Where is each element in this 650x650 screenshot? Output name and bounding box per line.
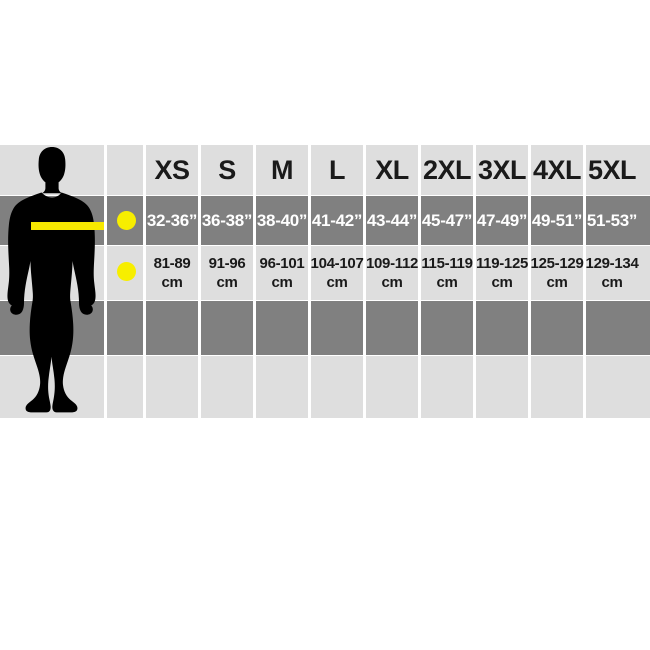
cell-cm-xl: 109-112 cm	[366, 246, 418, 300]
table-header-m: M	[271, 154, 294, 185]
cell-inches-s: 36-38”	[201, 210, 253, 230]
filler-row-band-1	[0, 301, 650, 355]
column-separator	[528, 145, 531, 418]
table-header-2xl: 2XL	[422, 154, 472, 185]
table-header-s: S	[218, 154, 236, 185]
column-separator	[583, 145, 586, 418]
cell-cm-3xl-value: 119-125	[475, 254, 529, 272]
table-header-l: L	[329, 154, 346, 185]
cell-cm-4xl-value: 125-129	[530, 254, 584, 272]
cell-inches-m: 38-40”	[256, 210, 308, 230]
size-table: XS S M L XL 2XL 3XL 4XL 5XL 32-36” 36-38…	[0, 145, 650, 418]
male-body-silhouette-icon	[7, 147, 96, 413]
cell-inches-4xl: 49-51”	[531, 210, 583, 230]
column-separator	[143, 145, 146, 418]
cell-inches-5xl: 51-53”	[586, 210, 638, 230]
cell-inches-l: 41-42”	[311, 210, 363, 230]
cell-cm-xs-value: 81-89	[153, 254, 191, 272]
cell-inches-2xl: 45-47”	[421, 210, 473, 230]
cell-cm-5xl-value: 129-134	[585, 254, 639, 272]
cell-cm-2xl: 115-119 cm	[421, 246, 473, 300]
cell-inches-xs: 32-36”	[146, 210, 198, 230]
cm-row-band	[0, 246, 650, 300]
column-separator	[308, 145, 311, 418]
cell-cm-4xl-unit: cm	[546, 273, 568, 291]
column-separator	[198, 145, 201, 418]
table-header-xs: XS	[154, 154, 190, 185]
header-row-band	[0, 145, 650, 195]
cell-cm-m-unit: cm	[271, 273, 293, 291]
cell-cm-xl-value: 109-112	[365, 254, 419, 272]
cell-cm-s-unit: cm	[216, 273, 238, 291]
cell-cm-2xl-value: 115-119	[421, 254, 473, 272]
table-header-5xl: 5XL	[587, 154, 637, 185]
cell-cm-s: 91-96 cm	[201, 246, 253, 300]
column-separator	[253, 145, 256, 418]
cell-cm-xs-unit: cm	[161, 273, 183, 291]
cell-cm-3xl: 119-125 cm	[476, 246, 528, 300]
cell-cm-l-value: 104-107	[310, 254, 364, 272]
cell-cm-5xl: 129-134 cm	[585, 246, 639, 300]
cell-cm-xs: 81-89 cm	[146, 246, 198, 300]
column-separator	[104, 145, 107, 418]
cell-cm-4xl: 125-129 cm	[530, 246, 584, 300]
cell-cm-l-unit: cm	[326, 273, 348, 291]
column-separator	[418, 145, 421, 418]
cell-cm-xl-unit: cm	[381, 273, 403, 291]
filler-row-band-2	[0, 356, 650, 418]
cell-cm-5xl-unit: cm	[601, 273, 623, 291]
cell-cm-m: 96-101 cm	[256, 246, 308, 300]
cell-cm-s-value: 91-96	[208, 254, 246, 272]
inches-row-band	[0, 196, 650, 245]
row-marker-dot-cm	[117, 262, 136, 281]
column-separator	[473, 145, 476, 418]
row-marker-dot-inches	[117, 211, 136, 230]
chest-measurement-line	[31, 222, 104, 230]
cell-cm-2xl-unit: cm	[436, 273, 458, 291]
table-header-3xl: 3XL	[477, 154, 527, 185]
cell-cm-m-value: 96-101	[259, 254, 305, 272]
column-separator	[363, 145, 366, 418]
body-silhouette-figure	[0, 145, 104, 418]
cell-cm-l: 104-107 cm	[310, 246, 364, 300]
table-header-xl: XL	[375, 154, 409, 185]
cell-inches-3xl: 47-49”	[476, 210, 528, 230]
cell-cm-3xl-unit: cm	[491, 273, 513, 291]
table-header-4xl: 4XL	[532, 154, 582, 185]
cell-inches-xl: 43-44”	[366, 210, 418, 230]
